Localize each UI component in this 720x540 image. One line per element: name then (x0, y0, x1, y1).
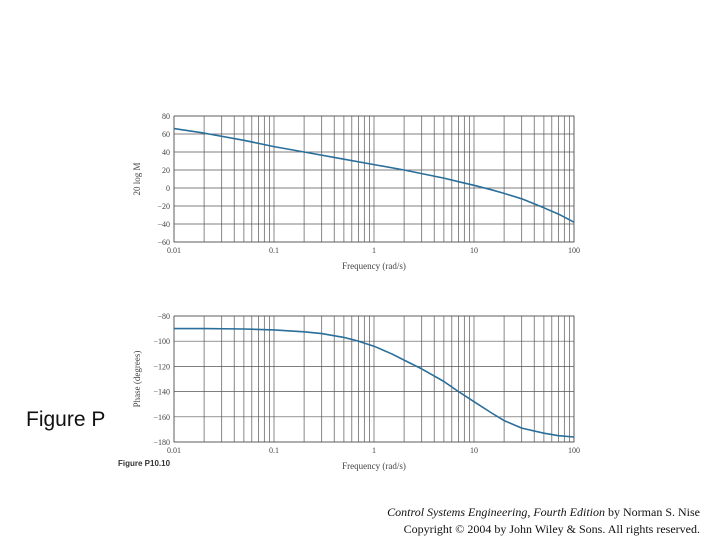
magnitude-ytick-label: 60 (162, 130, 170, 139)
magnitude-xtick-label: 0.1 (269, 246, 279, 255)
magnitude-y-axis-label: 20 log M (132, 162, 142, 195)
magnitude-ytick-label: −60 (157, 238, 170, 247)
magnitude-xtick-label: 10 (470, 246, 478, 255)
credit-book-title: Control Systems Engineering, Fourth Edit… (387, 505, 605, 519)
phase-xtick-label: 0.01 (167, 446, 181, 455)
magnitude-curve (173, 127, 575, 223)
copyright-credit: Control Systems Engineering, Fourth Edit… (387, 504, 700, 538)
magnitude-ytick-label: 80 (162, 112, 170, 121)
magnitude-xtick-label: 0.01 (167, 246, 181, 255)
magnitude-x-axis-label: Frequency (rad/s) (342, 261, 406, 271)
phase-xtick-label: 1 (372, 446, 376, 455)
phase-ytick-label: −120 (153, 362, 170, 371)
magnitude-ytick-label: 40 (162, 148, 170, 157)
magnitude-ytick-label: −20 (157, 202, 170, 211)
magnitude-plot: 80 60 40 20 0 −20 −40 −600.01 0.1 1 10 100 Frequency… (132, 112, 580, 271)
figure-caption: Figure P10.10 (118, 459, 171, 468)
phase-ytick-label: −160 (153, 413, 170, 422)
credit-author: by Norman S. Nise (605, 505, 700, 519)
bode-figure: 80 60 40 20 0 −20 −40 −60 0.01 0.1 1 10 100 Frequency… (112, 92, 600, 490)
phase-y-axis-label: Phase (degrees) (132, 351, 142, 408)
magnitude-xtick-label: 1 (372, 246, 376, 255)
phase-curve (174, 327, 575, 438)
credit-copyright: Copyright © 2004 by John Wiley & Sons. A… (403, 522, 700, 536)
phase-ytick-label: −100 (153, 337, 170, 346)
magnitude-ytick-label: −40 (157, 220, 170, 229)
phase-plot-frame (173, 315, 575, 443)
phase-ytick-label: −80 (157, 312, 170, 321)
phase-x-axis-label: Frequency (rad/s) (342, 461, 406, 471)
magnitude-ytick-label: 0 (166, 184, 170, 193)
phase-xtick-label: 100 (568, 446, 580, 455)
phase-xtick-label: 10 (470, 446, 478, 455)
phase-ytick-label: −180 (153, 438, 170, 447)
magnitude-ytick-label: 20 (162, 166, 170, 175)
magnitude-plot-frame (173, 115, 575, 243)
phase-ytick-label: −140 (153, 388, 170, 397)
phase-xtick-label: 0.1 (269, 446, 279, 455)
magnitude-xtick-label: 100 (568, 246, 580, 255)
slide-title: Figure P (26, 408, 106, 431)
